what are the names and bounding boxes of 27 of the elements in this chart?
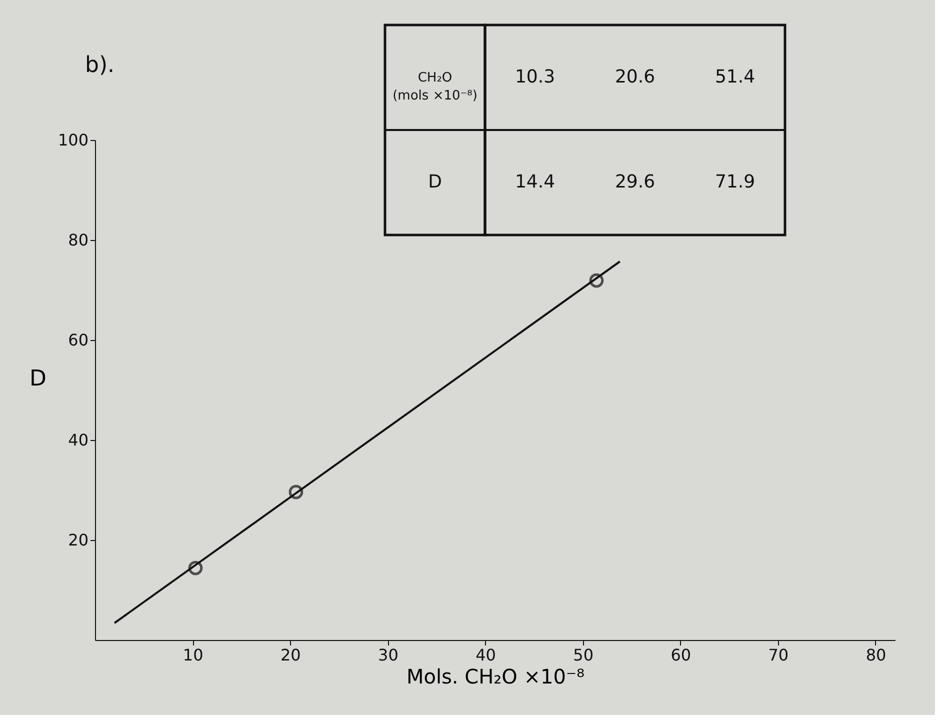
text: 51.4 [714, 66, 756, 88]
x-tick-label: 80 [866, 646, 886, 664]
x-tick-label: 70 [768, 646, 789, 664]
y-tick-label: 20 [68, 530, 88, 550]
chart-title: b). [85, 53, 115, 78]
point [589, 273, 604, 288]
annotation: 71.9 [714, 172, 756, 192]
text: 10.3 [514, 66, 556, 88]
annotation: 29.6 [614, 172, 656, 192]
annotation: D [428, 172, 442, 192]
x-axis-title: Mols. CH₂O ×10⁻⁸ [406, 664, 585, 688]
y-tick-label: 40 [68, 430, 88, 450]
point [288, 484, 304, 500]
x-tick-label: 40 [476, 646, 496, 664]
text: 20.6 [614, 66, 656, 88]
x-tick-label: 60 [670, 646, 692, 664]
y-axis-title: D [29, 366, 46, 392]
x-tick-label: 50 [573, 646, 594, 664]
x-tick-label: 20 [280, 646, 301, 664]
text: CH₂O (mols ×10⁻⁸) [392, 70, 478, 104]
point [188, 560, 203, 576]
x-tick-label: 30 [378, 646, 398, 664]
annotation: 14.4 [514, 172, 556, 192]
y-tick-label: 80 [68, 230, 88, 250]
y-tick-label: 60 [68, 330, 88, 350]
x-tick-label: 10 [182, 646, 204, 664]
y-tick-label: 100 [58, 130, 88, 150]
